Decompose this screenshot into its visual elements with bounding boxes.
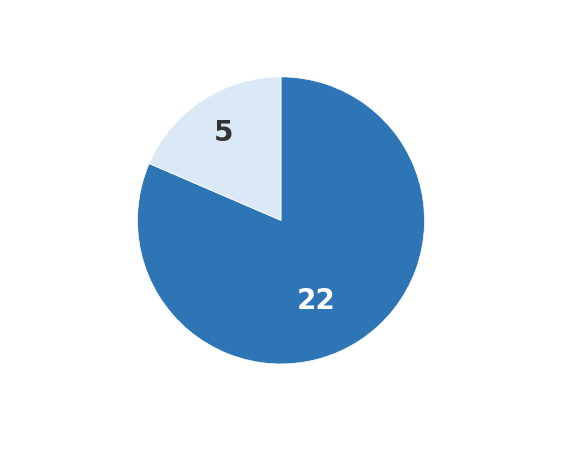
Wedge shape xyxy=(149,77,281,220)
Text: 5: 5 xyxy=(214,119,233,147)
Text: 22: 22 xyxy=(296,287,335,315)
Wedge shape xyxy=(138,77,424,364)
